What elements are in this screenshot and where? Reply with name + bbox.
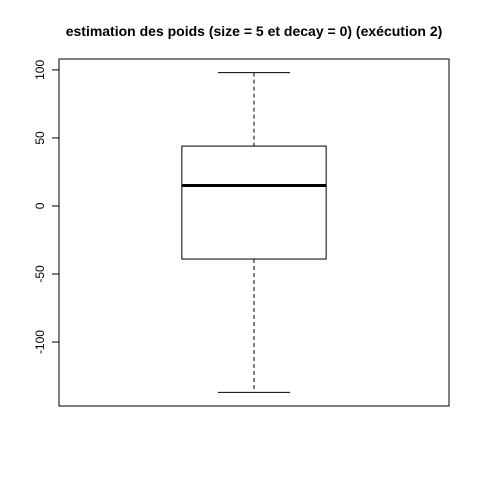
y-tick-label: 50 bbox=[33, 131, 47, 145]
y-tick-label: 0 bbox=[33, 202, 47, 209]
y-axis: 100 50 0 -50 -100 bbox=[33, 60, 60, 354]
boxes-group bbox=[181, 72, 327, 393]
y-tick-label: -50 bbox=[33, 265, 47, 283]
chart-title: estimation des poids (size = 5 et decay … bbox=[66, 23, 443, 39]
y-tick-label: 100 bbox=[33, 60, 47, 80]
y-tick-label: -100 bbox=[33, 330, 47, 354]
box-iqr bbox=[181, 145, 327, 260]
